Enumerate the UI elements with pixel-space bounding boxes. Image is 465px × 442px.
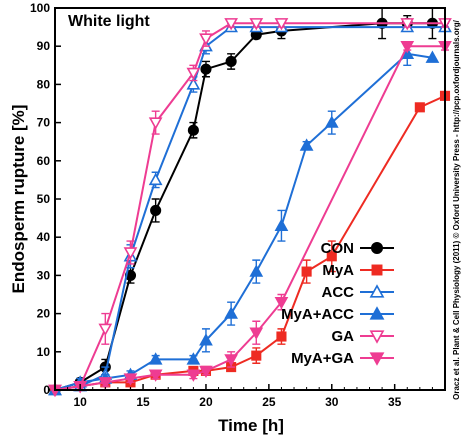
- data-point: [301, 266, 312, 277]
- data-point: [199, 365, 213, 379]
- legend-label: MyA: [322, 262, 354, 279]
- legend-label: MyA+GA: [291, 350, 354, 367]
- data-point: [249, 264, 264, 277]
- data-point: [199, 333, 213, 346]
- x-tick-label: 25: [262, 395, 276, 409]
- data-point: [186, 352, 201, 365]
- data-point: [98, 377, 113, 390]
- y-tick-label: 30: [37, 268, 51, 282]
- series-line: [54, 45, 445, 391]
- x-axis-title: Time [h]: [218, 416, 284, 435]
- legend-marker: [369, 330, 385, 344]
- x-tick-label: 15: [136, 395, 150, 409]
- data-point: [199, 33, 213, 46]
- x-tick-label: 20: [199, 395, 213, 409]
- data-point: [148, 369, 163, 382]
- x-tick-label: 10: [73, 395, 87, 409]
- x-tick-label: 35: [388, 395, 402, 409]
- data-point: [276, 331, 287, 342]
- y-tick-label: 90: [37, 39, 51, 53]
- data-point: [326, 251, 337, 262]
- legend-marker: [369, 352, 385, 366]
- legend-marker: [370, 241, 384, 255]
- data-point: [224, 18, 238, 31]
- legend-label: CON: [321, 240, 354, 257]
- y-tick-label: 50: [37, 192, 51, 206]
- y-axis-title: Endosperm rupture [%]: [9, 105, 28, 294]
- legend: CON MyA ACC MyA+ACC GA MyA+GA: [281, 240, 394, 367]
- data-point: [425, 50, 440, 63]
- data-point: [225, 55, 237, 68]
- data-point: [249, 327, 264, 340]
- legend-marker: [369, 284, 385, 298]
- data-point: [274, 296, 289, 310]
- data-point: [186, 67, 201, 81]
- y-tick-label: 10: [37, 345, 51, 359]
- data-point: [148, 117, 163, 130]
- data-point: [274, 218, 289, 231]
- data-point: [274, 18, 289, 31]
- data-point: [186, 77, 201, 90]
- series-line: [54, 22, 445, 391]
- data-point: [187, 124, 199, 136]
- data-point: [148, 352, 163, 365]
- legend-label: GA: [332, 328, 355, 345]
- legend-marker: [369, 306, 385, 320]
- data-point: [98, 323, 113, 337]
- series-mya-plus-acc: [48, 41, 440, 396]
- data-point: [400, 40, 415, 54]
- data-point: [299, 138, 314, 151]
- y-tick-label: 100: [30, 1, 50, 15]
- data-point: [148, 172, 163, 186]
- data-point: [400, 18, 415, 31]
- data-point: [224, 306, 238, 319]
- legend-label: MyA+ACC: [281, 306, 354, 323]
- chart-title: White light: [68, 13, 150, 30]
- data-point: [251, 350, 262, 361]
- data-point: [186, 369, 201, 382]
- x-tick-label: 30: [325, 395, 339, 409]
- y-tick-label: 80: [37, 77, 51, 91]
- data-point: [324, 115, 339, 128]
- data-point: [123, 247, 138, 260]
- legend-marker: [371, 264, 383, 276]
- y-tick-label: 40: [37, 230, 51, 244]
- data-point: [249, 18, 264, 31]
- data-point: [414, 102, 425, 113]
- legend-label: ACC: [322, 284, 355, 301]
- y-tick-label: 20: [37, 307, 51, 321]
- data-point: [200, 63, 212, 75]
- y-tick-label: 60: [37, 154, 51, 168]
- y-tick-label: 0: [43, 383, 50, 397]
- copyright-note: Oracz et al. Plant & Cell Physiology (20…: [452, 19, 461, 400]
- data-point: [150, 204, 162, 217]
- data-point: [123, 373, 138, 386]
- data-point: [224, 354, 238, 367]
- y-tick-label: 70: [37, 116, 51, 130]
